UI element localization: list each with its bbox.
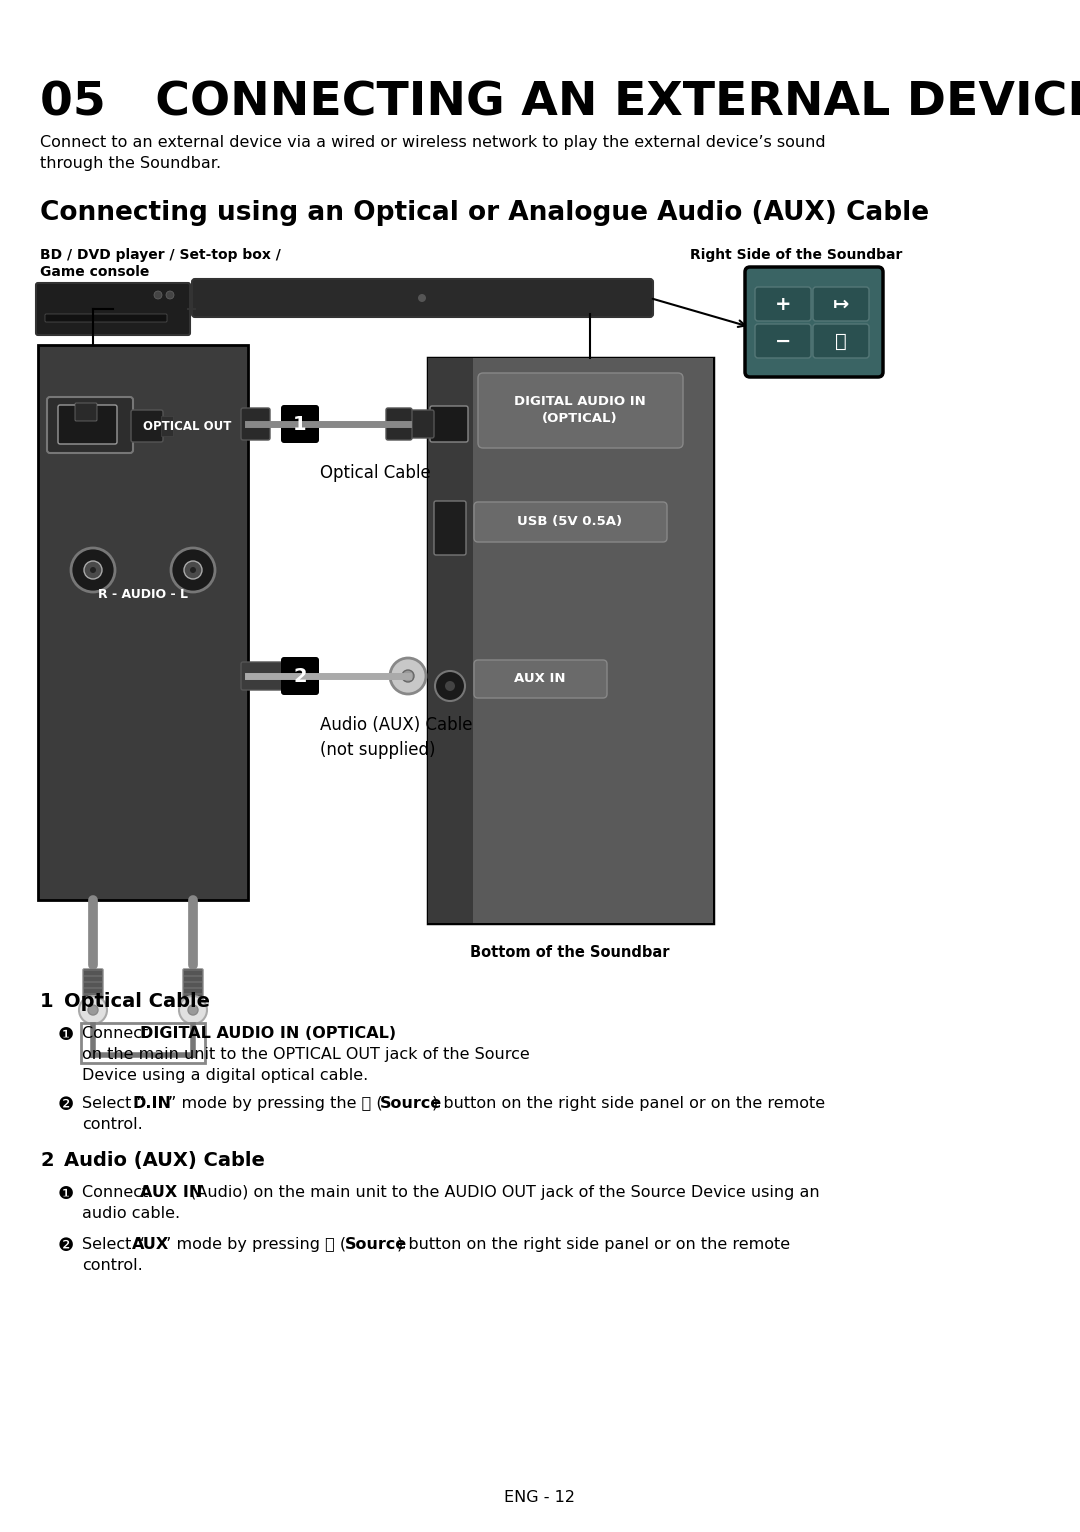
Text: AUX IN: AUX IN [140,1184,202,1200]
FancyBboxPatch shape [241,408,270,440]
Text: USB (5V 0.5A): USB (5V 0.5A) [517,515,622,527]
FancyBboxPatch shape [83,970,103,1000]
Circle shape [390,659,426,694]
Text: Connecting using an Optical or Analogue Audio (AUX) Cable: Connecting using an Optical or Analogue … [40,201,929,227]
Text: Select “: Select “ [82,1236,145,1252]
FancyBboxPatch shape [478,372,683,447]
Text: audio cable.: audio cable. [82,1206,180,1221]
Text: Source: Source [345,1236,407,1252]
FancyBboxPatch shape [474,660,607,699]
Text: Connect: Connect [82,1026,153,1042]
Text: 1: 1 [293,415,307,434]
Text: Right Side of the Soundbar: Right Side of the Soundbar [690,248,903,262]
Circle shape [402,669,414,682]
Circle shape [84,561,102,579]
FancyBboxPatch shape [408,411,434,438]
FancyBboxPatch shape [755,286,811,322]
Text: ) button on the right side panel or on the remote: ) button on the right side panel or on t… [432,1095,825,1111]
Circle shape [179,996,207,1023]
FancyBboxPatch shape [428,358,713,922]
Text: 2: 2 [40,1151,54,1170]
Text: ) button on the right side panel or on the remote: ) button on the right side panel or on t… [397,1236,791,1252]
FancyBboxPatch shape [58,404,117,444]
Text: Optical Cable: Optical Cable [64,993,210,1011]
Text: Select “: Select “ [82,1095,145,1111]
Text: Game console: Game console [40,265,149,279]
Text: ” mode by pressing ⮌ (: ” mode by pressing ⮌ ( [163,1236,346,1252]
Circle shape [154,291,162,299]
Text: R - AUDIO - L: R - AUDIO - L [98,588,188,602]
FancyBboxPatch shape [75,403,97,421]
Circle shape [188,1005,198,1016]
Text: DIGITAL AUDIO IN
(OPTICAL): DIGITAL AUDIO IN (OPTICAL) [514,395,646,424]
Text: on the main unit to the OPTICAL OUT jack of the Source: on the main unit to the OPTICAL OUT jack… [82,1046,530,1062]
Text: AUX IN: AUX IN [514,671,566,685]
FancyBboxPatch shape [183,970,203,1000]
FancyBboxPatch shape [755,323,811,358]
Text: ” mode by pressing the ⮌ (: ” mode by pressing the ⮌ ( [168,1095,382,1111]
Text: Audio (AUX) Cable: Audio (AUX) Cable [64,1151,265,1170]
Text: +: + [774,294,792,314]
Circle shape [166,291,174,299]
Circle shape [190,567,195,573]
Text: Connect to an external device via a wired or wireless network to play the extern: Connect to an external device via a wire… [40,135,825,172]
Text: ⏻: ⏻ [835,331,847,351]
Text: control.: control. [82,1117,143,1132]
Circle shape [79,996,107,1023]
FancyBboxPatch shape [48,397,133,453]
Bar [81,1023,205,1063]
FancyBboxPatch shape [241,662,291,689]
Circle shape [418,294,426,302]
FancyBboxPatch shape [45,314,167,322]
Text: ENG - 12: ENG - 12 [504,1491,576,1504]
Text: DIGITAL AUDIO IN (OPTICAL): DIGITAL AUDIO IN (OPTICAL) [140,1026,396,1042]
Text: Connect: Connect [82,1184,153,1200]
FancyBboxPatch shape [192,279,653,317]
FancyBboxPatch shape [281,404,319,443]
Circle shape [171,548,215,591]
Text: ↦: ↦ [833,294,849,314]
Text: Bottom of the Soundbar: Bottom of the Soundbar [470,945,670,961]
FancyBboxPatch shape [813,286,869,322]
FancyBboxPatch shape [813,323,869,358]
FancyBboxPatch shape [430,406,468,443]
Text: 2: 2 [293,666,307,685]
FancyBboxPatch shape [474,502,667,542]
Bar [473,358,713,922]
Text: 1: 1 [40,993,54,1011]
FancyBboxPatch shape [745,267,883,377]
FancyBboxPatch shape [36,283,190,336]
Text: ❶: ❶ [58,1026,75,1043]
Text: (Audio) on the main unit to the AUDIO OUT jack of the Source Device using an: (Audio) on the main unit to the AUDIO OU… [185,1184,820,1200]
FancyBboxPatch shape [386,408,411,440]
Circle shape [435,671,465,702]
Text: Source: Source [380,1095,442,1111]
Circle shape [445,682,455,691]
Text: ❶: ❶ [58,1184,75,1203]
Text: ❷: ❷ [58,1236,75,1255]
Circle shape [87,1005,98,1016]
FancyBboxPatch shape [161,417,173,437]
FancyBboxPatch shape [434,501,465,555]
Text: 05   CONNECTING AN EXTERNAL DEVICE: 05 CONNECTING AN EXTERNAL DEVICE [40,80,1080,126]
FancyBboxPatch shape [131,411,163,443]
Text: control.: control. [82,1258,143,1273]
Text: BD / DVD player / Set-top box /: BD / DVD player / Set-top box / [40,248,281,262]
Text: OPTICAL OUT: OPTICAL OUT [143,420,231,434]
Circle shape [90,567,96,573]
Circle shape [184,561,202,579]
FancyBboxPatch shape [281,657,319,696]
Bar [428,358,473,922]
Text: ❷: ❷ [58,1095,75,1114]
Circle shape [71,548,114,591]
Text: Device using a digital optical cable.: Device using a digital optical cable. [82,1068,368,1083]
FancyBboxPatch shape [38,345,248,899]
Text: D.IN: D.IN [132,1095,171,1111]
Text: Optical Cable: Optical Cable [320,464,431,483]
Text: −: − [774,331,792,351]
Text: Audio (AUX) Cable
(not supplied): Audio (AUX) Cable (not supplied) [320,715,473,758]
Text: AUX: AUX [132,1236,170,1252]
